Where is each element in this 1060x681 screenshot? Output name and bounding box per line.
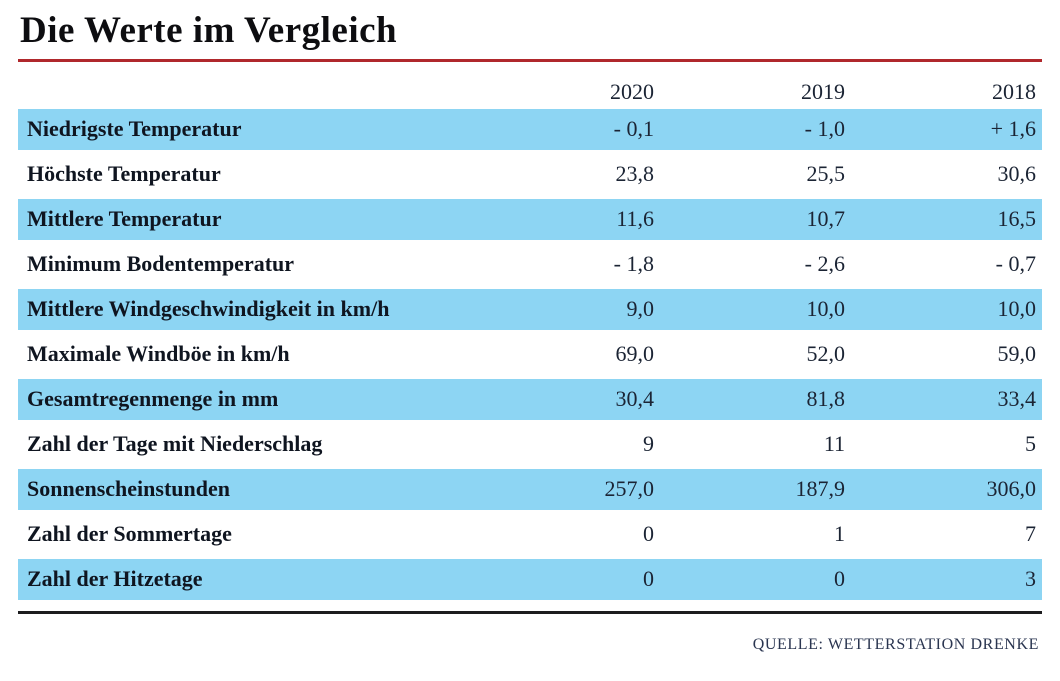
row-label: Zahl der Tage mit Niederschlag — [27, 431, 323, 457]
value-cell-2018: 306,0 — [986, 476, 1037, 502]
value-cell-2018: 7 — [1025, 521, 1036, 547]
value-cell-2019: 52,0 — [806, 341, 846, 367]
column-header-2019: 2019 — [801, 78, 845, 104]
value-cell-2018: 30,6 — [997, 161, 1037, 187]
table-row: Zahl der Sommertage 0 1 7 — [18, 513, 1042, 555]
value-cell-2019: - 1,0 — [804, 116, 845, 142]
page-title: Die Werte im Vergleich — [20, 10, 398, 51]
value-cell-2020: 23,8 — [615, 161, 655, 187]
value-cell-2020: 257,0 — [604, 476, 655, 502]
table-row: Maximale Windböe in km/h 69,0 52,0 59,0 — [18, 333, 1042, 375]
values-table: Niedrigste Temperatur - 0,1 - 1,0 + 1,6 … — [18, 108, 1042, 600]
value-cell-2019: 187,9 — [795, 476, 846, 502]
row-label: Maximale Windböe in km/h — [27, 341, 290, 367]
value-cell-2020: 9,0 — [626, 296, 655, 322]
value-cell-2020: - 1,8 — [613, 251, 654, 277]
column-header-2020: 2020 — [610, 78, 654, 104]
row-label: Minimum Bodentemperatur — [27, 251, 295, 277]
value-cell-2020: 0 — [643, 566, 654, 592]
row-label: Sonnenscheinstunden — [27, 476, 230, 502]
value-cell-2020: 69,0 — [615, 341, 655, 367]
value-cell-2019: 0 — [834, 566, 845, 592]
table-row: Zahl der Hitzetage 0 0 3 — [18, 558, 1042, 600]
value-cell-2020: 30,4 — [615, 386, 655, 412]
row-label: Zahl der Hitzetage — [27, 566, 203, 592]
value-cell-2020: - 0,1 — [613, 116, 654, 142]
table-row: Mittlere Temperatur 11,6 10,7 16,5 — [18, 198, 1042, 240]
value-cell-2018: 16,5 — [997, 206, 1037, 232]
row-label: Zahl der Sommertage — [27, 521, 232, 547]
value-cell-2018: 59,0 — [997, 341, 1037, 367]
value-cell-2019: 10,7 — [806, 206, 846, 232]
row-label: Gesamtregenmenge in mm — [27, 386, 279, 412]
value-cell-2019: - 2,6 — [804, 251, 845, 277]
column-header-row: 2020 2019 2018 — [18, 74, 1042, 105]
value-cell-2020: 9 — [643, 431, 654, 457]
row-label: Mittlere Windgeschwindigkeit in km/h — [27, 296, 390, 322]
title-underline — [18, 58, 1042, 62]
row-label: Niedrigste Temperatur — [27, 116, 242, 142]
table-row: Niedrigste Temperatur - 0,1 - 1,0 + 1,6 — [18, 108, 1042, 150]
row-label: Höchste Temperatur — [27, 161, 221, 187]
table-row: Gesamtregenmenge in mm 30,4 81,8 33,4 — [18, 378, 1042, 420]
value-cell-2019: 25,5 — [806, 161, 846, 187]
value-cell-2018: + 1,6 — [990, 116, 1036, 142]
table-row: Zahl der Tage mit Niederschlag 9 11 5 — [18, 423, 1042, 465]
value-cell-2018: - 0,7 — [995, 251, 1036, 277]
value-cell-2018: 10,0 — [997, 296, 1037, 322]
value-cell-2018: 33,4 — [997, 386, 1037, 412]
value-cell-2019: 81,8 — [806, 386, 846, 412]
value-cell-2019: 11 — [823, 431, 845, 457]
bottom-rule — [18, 610, 1042, 614]
value-cell-2018: 3 — [1025, 566, 1036, 592]
value-cell-2018: 5 — [1025, 431, 1036, 457]
value-cell-2019: 1 — [834, 521, 845, 547]
row-label: Mittlere Temperatur — [27, 206, 222, 232]
table-row: Höchste Temperatur 23,8 25,5 30,6 — [18, 153, 1042, 195]
value-cell-2019: 10,0 — [806, 296, 846, 322]
table-row: Minimum Bodentemperatur - 1,8 - 2,6 - 0,… — [18, 243, 1042, 285]
table-row: Mittlere Windgeschwindigkeit in km/h 9,0… — [18, 288, 1042, 330]
infographic: Die Werte im Vergleich 2020 2019 2018 Ni… — [18, 0, 1042, 654]
table-row: Sonnenscheinstunden 257,0 187,9 306,0 — [18, 468, 1042, 510]
source-credit: QUELLE: WETTERSTATION DRENKE — [752, 635, 1039, 653]
value-cell-2020: 11,6 — [616, 206, 654, 232]
column-header-2018: 2018 — [992, 78, 1036, 104]
value-cell-2020: 0 — [643, 521, 654, 547]
